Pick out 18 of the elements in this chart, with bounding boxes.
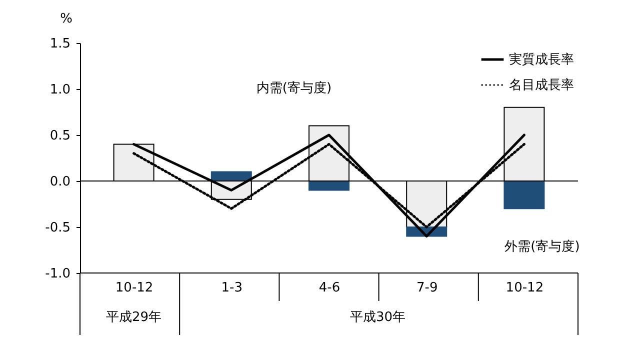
legend-label: 実質成長率 [509, 52, 574, 68]
x-tick-label: 10-12 [506, 280, 544, 296]
x-tick-label: 1-3 [221, 280, 243, 296]
y-tick-label: -1.0 [45, 266, 70, 282]
y-tick-label: 0.0 [50, 174, 70, 190]
y-tick-label: 0.5 [50, 128, 70, 144]
text: 外需(寄与度) [504, 238, 580, 255]
x-tick-label: 4-6 [318, 280, 340, 296]
text: 内需(寄与度) [256, 80, 332, 96]
legend-label: 名目成長率 [509, 77, 574, 93]
x-tick-label: 7-9 [416, 280, 438, 296]
y-tick-label: 1.0 [50, 82, 70, 98]
y-axis-title: % [60, 12, 72, 26]
text: 平成29年 [106, 310, 162, 325]
y-tick-label: -0.5 [45, 220, 70, 236]
x-tick-label: 10-12 [115, 280, 154, 296]
text: 平成30年 [350, 310, 406, 325]
y-tick-label: 1.5 [50, 36, 70, 52]
